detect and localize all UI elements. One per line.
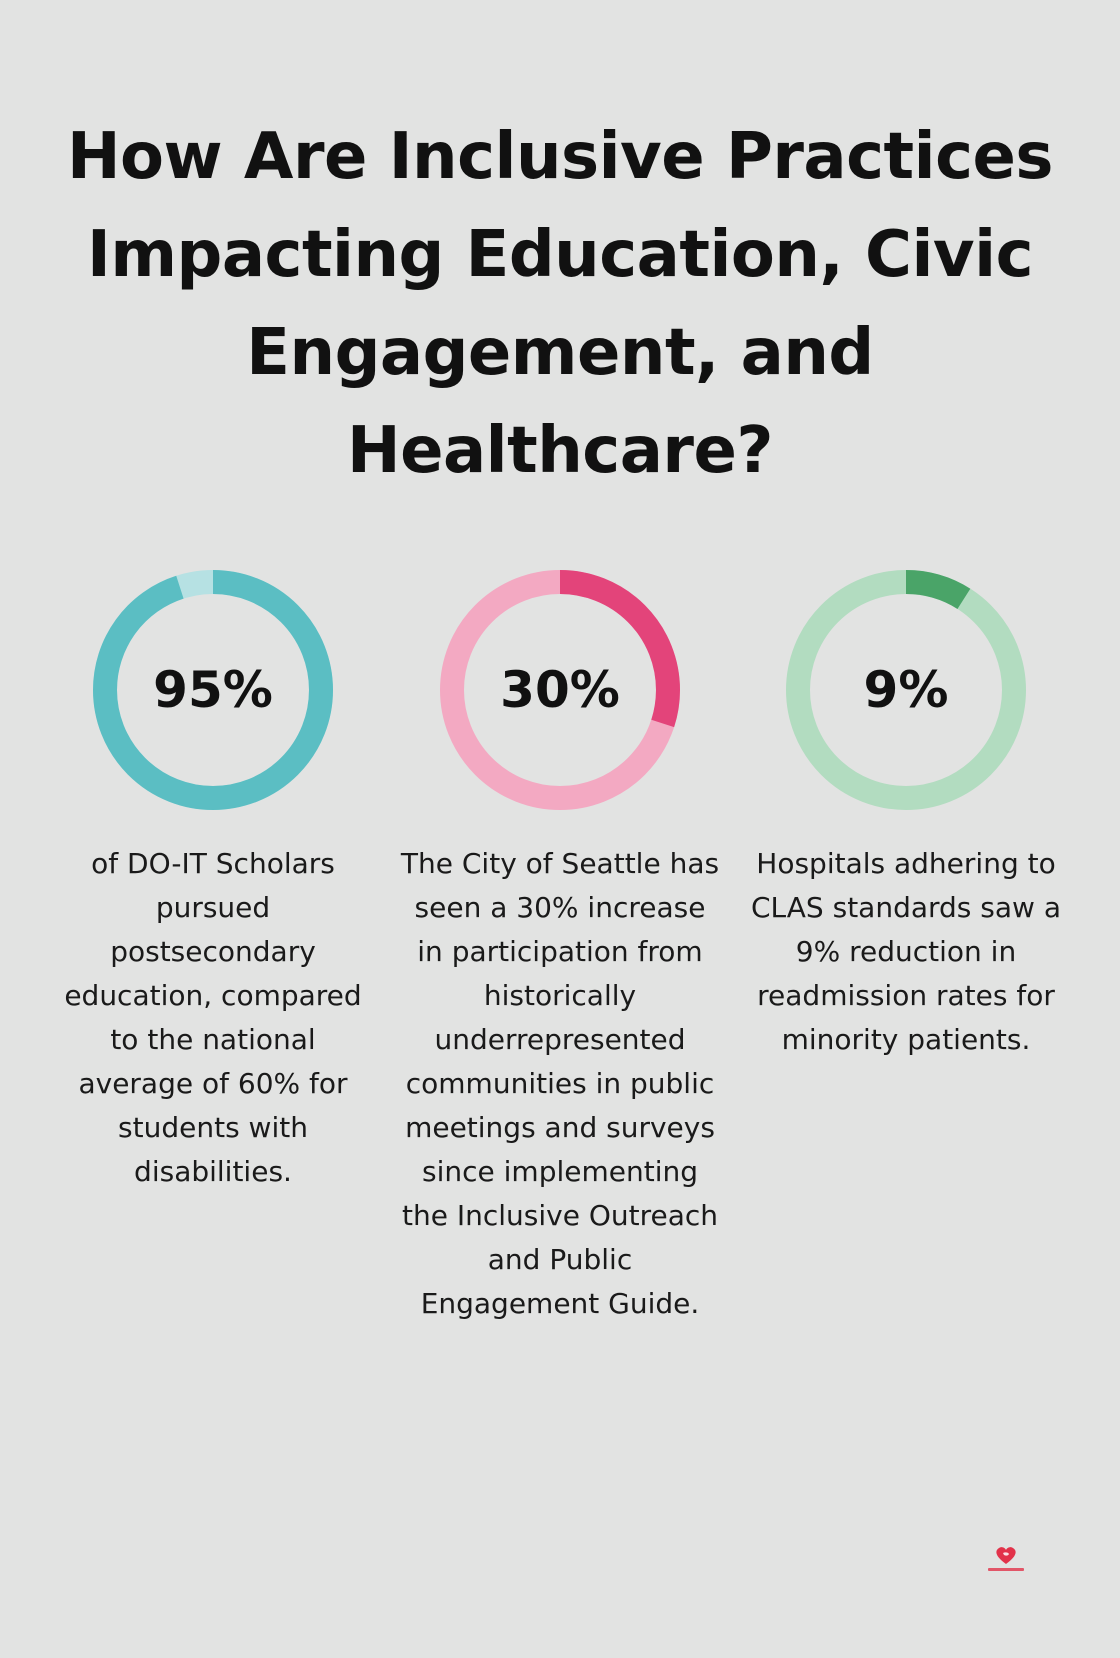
donut-svg bbox=[786, 570, 1026, 810]
donut-arc bbox=[786, 570, 1026, 810]
heart-logo-icon bbox=[982, 1544, 1030, 1574]
donut-arc bbox=[440, 570, 680, 810]
heart-logo-hand bbox=[1003, 1552, 1009, 1556]
donut-svg bbox=[440, 570, 680, 810]
heart-logo-wordmark bbox=[988, 1568, 1024, 1571]
donut-svg bbox=[93, 570, 333, 810]
page-title: How Are Inclusive Practices Impacting Ed… bbox=[66, 120, 1054, 488]
stats-row: 95% of DO-IT Scholars pursued postsecond… bbox=[0, 568, 1120, 1568]
stat-description: The City of Seattle has seen a 30% incre… bbox=[400, 847, 720, 1320]
donut-chart: 95% bbox=[91, 568, 335, 812]
stat-value: 30% bbox=[500, 661, 620, 719]
heart-logo-graphic bbox=[988, 1547, 1024, 1571]
stat-value: 9% bbox=[863, 661, 949, 719]
donut-chart: 9% bbox=[784, 568, 1028, 812]
stat-description: Hospitals adhering to CLAS standards saw… bbox=[750, 847, 1061, 1056]
stat-value: 95% bbox=[153, 661, 273, 719]
donut-chart: 30% bbox=[438, 568, 682, 812]
donut-arc bbox=[93, 570, 333, 810]
stat-description: of DO-IT Scholars pursued postsecondary … bbox=[64, 847, 362, 1188]
